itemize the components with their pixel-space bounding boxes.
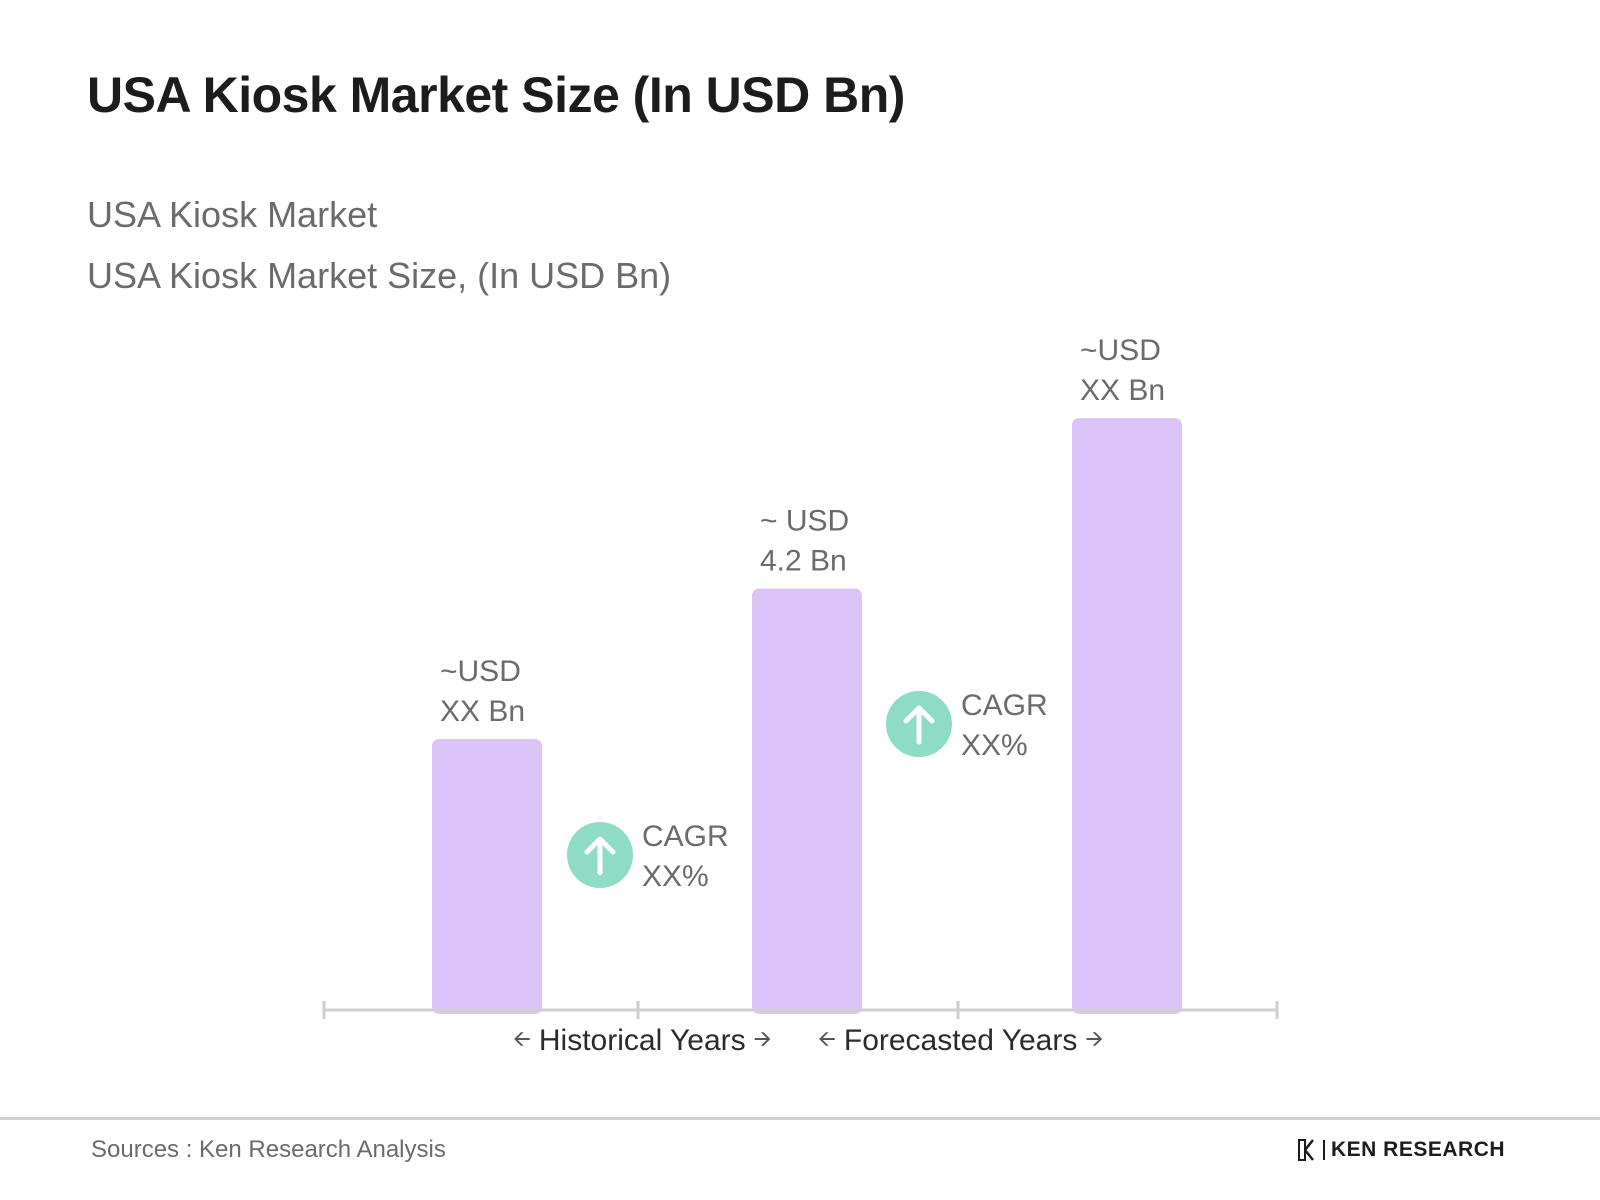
bar-label-2-0: ~USD [1080, 334, 1161, 367]
brand-logo: KEN RESEARCH [1297, 1138, 1505, 1162]
bar-label-2-1: XX Bn [1080, 374, 1165, 407]
bar-0 [432, 739, 542, 1014]
bar-label-1-0: ~ USD [760, 505, 849, 538]
bar-label-0-1: XX Bn [440, 695, 525, 728]
source-note: Sources : Ken Research Analysis [91, 1136, 446, 1163]
cagr-text-1-0: CAGR [961, 689, 1048, 722]
cagr-text-0-1: XX% [642, 860, 709, 893]
page-title: USA Kiosk Market Size (In USD Bn) [87, 67, 905, 123]
bar-chart: ~USD XX Bn ~ USD 4.2 Bn ~USD XX Bn CAGR XX% CAGR… [322, 334, 1279, 1019]
arrow-left-icon: 🡨 [513, 1026, 531, 1051]
chart-subtitle-market: USA Kiosk Market [87, 194, 378, 235]
cagr-text-0-0: CAGR [642, 820, 729, 853]
arrow-right-icon: 🡪 [753, 1026, 772, 1051]
ken-research-logo-icon [1298, 1139, 1314, 1161]
forecasted-years-label: Forecasted Years [843, 1024, 1078, 1057]
chart-subtitle-size: USA Kiosk Market Size, (In USD Bn) [87, 255, 672, 296]
brand-separator [1323, 1140, 1325, 1160]
arrow-up-icon [903, 705, 935, 745]
footer-divider [0, 1117, 1600, 1120]
brand-name: KEN RESEARCH [1331, 1138, 1506, 1161]
arrow-up-icon [584, 836, 616, 876]
bar-2 [1072, 418, 1182, 1014]
cagr-text-1-1: XX% [961, 729, 1028, 762]
historical-years-label: Historical Years [538, 1024, 746, 1057]
period-label-historical: 🡨 Historical Years 🡪 [505, 1022, 780, 1060]
bar-label-1-1: 4.2 Bn [760, 545, 847, 578]
arrow-left-icon: 🡨 [818, 1026, 836, 1051]
arrow-right-icon: 🡪 [1085, 1026, 1104, 1051]
bar-1 [752, 588, 862, 1014]
bar-label-0-0: ~USD [440, 655, 521, 688]
period-label-forecasted: 🡨 Forecasted Years 🡪 [810, 1022, 1111, 1060]
